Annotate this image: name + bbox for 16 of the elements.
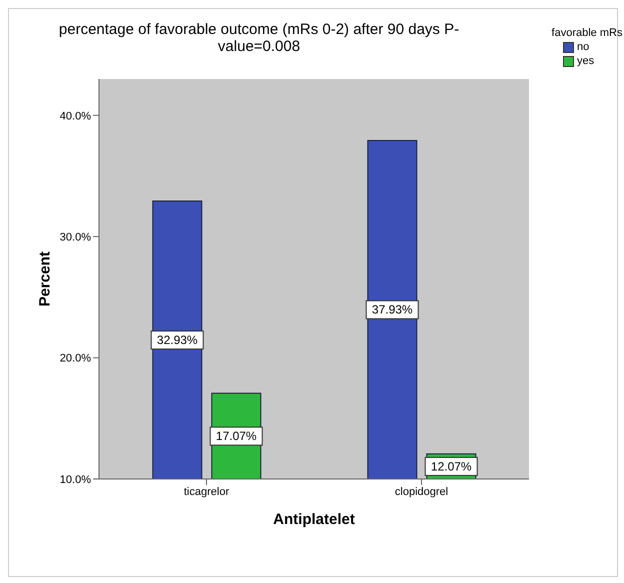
x-tick-label: ticagrelor	[184, 486, 230, 498]
data-label: 12.07%	[430, 459, 472, 474]
y-tick-label: 30.0%	[60, 231, 92, 244]
data-label: 17.07%	[216, 429, 257, 444]
legend-title: favorable mRs	[550, 27, 624, 39]
legend-label: no	[577, 41, 590, 53]
y-axis-title: Percent	[36, 251, 54, 307]
x-tick-label: clopidogrel	[394, 486, 448, 498]
data-label: 32.93%	[156, 333, 198, 348]
y-tick-label: 10.0%	[60, 474, 92, 486]
x-axis-title: Antiplatelet	[273, 511, 355, 528]
y-tick-label: 40.0%	[60, 110, 92, 122]
y-tick-label: 20.0%	[60, 352, 92, 365]
chart-title: percentage of favorable outcome (mRs 0-2) after 90 days P-value=0.008	[58, 21, 460, 55]
data-label: 37.93%	[372, 302, 413, 317]
legend-label: yes	[577, 55, 594, 67]
